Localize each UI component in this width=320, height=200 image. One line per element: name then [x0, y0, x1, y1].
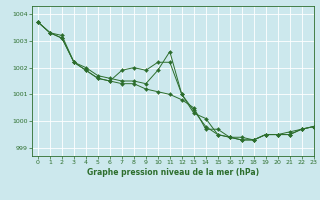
X-axis label: Graphe pression niveau de la mer (hPa): Graphe pression niveau de la mer (hPa)	[87, 168, 259, 177]
